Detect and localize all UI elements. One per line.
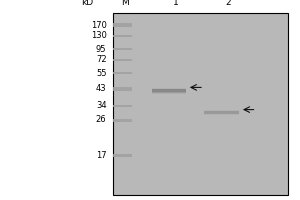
Text: 34: 34 — [96, 102, 106, 110]
Bar — [112, 35, 132, 37]
Bar — [152, 90, 186, 93]
Bar — [204, 112, 239, 114]
Bar — [112, 59, 132, 61]
Text: 130: 130 — [91, 31, 106, 40]
Bar — [112, 13, 288, 195]
Bar — [112, 118, 132, 121]
Bar — [112, 154, 132, 156]
Bar — [112, 87, 132, 91]
Text: M: M — [121, 0, 128, 7]
Bar — [112, 23, 132, 27]
Bar — [204, 112, 239, 115]
Text: 43: 43 — [96, 84, 106, 93]
Bar — [112, 105, 132, 107]
Bar — [152, 88, 186, 90]
Bar — [152, 89, 186, 92]
Text: 2: 2 — [225, 0, 231, 7]
Bar — [204, 110, 239, 112]
Text: 72: 72 — [96, 55, 106, 64]
Text: 17: 17 — [96, 150, 106, 160]
Bar — [112, 72, 132, 74]
Bar — [204, 111, 239, 114]
Text: 1: 1 — [172, 0, 178, 7]
Text: kD: kD — [81, 0, 93, 7]
Bar — [152, 88, 186, 91]
Bar — [152, 91, 186, 94]
Text: 26: 26 — [96, 116, 106, 124]
Bar — [112, 48, 132, 50]
Text: 55: 55 — [96, 68, 106, 77]
Bar — [204, 111, 239, 113]
Text: 170: 170 — [91, 21, 106, 29]
Text: 95: 95 — [96, 45, 106, 53]
